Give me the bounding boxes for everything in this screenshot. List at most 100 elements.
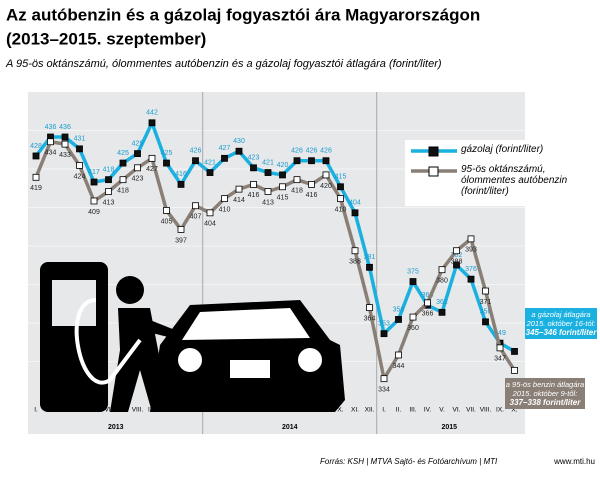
marker [308, 180, 315, 188]
value-label: 365 [422, 292, 434, 299]
car-window [182, 308, 310, 340]
value-label: 421 [262, 159, 274, 166]
annotation-text: 2015. október 9-től: [512, 389, 578, 398]
value-label: 413 [103, 199, 115, 206]
legend-swatch [411, 166, 457, 177]
value-label: 405 [161, 218, 173, 225]
legend-label: 95-ös oktánszámú, ólommentes autóbenzin … [461, 164, 568, 197]
value-label: 424 [74, 173, 86, 180]
value-label: 349 [494, 330, 506, 337]
x-tick-label: II. [396, 407, 402, 414]
marker [235, 185, 243, 193]
marker [511, 348, 518, 355]
value-label: 347 [494, 356, 506, 363]
marker [366, 304, 373, 312]
value-label: 359 [393, 306, 405, 313]
value-label: 423 [132, 176, 144, 183]
marker [119, 159, 127, 167]
marker [409, 313, 417, 321]
value-label: 436 [59, 124, 71, 131]
person-arm [148, 320, 175, 338]
value-label: 362 [436, 299, 448, 306]
annotation-text: a gázolaj átlagára [531, 310, 591, 319]
marker [105, 188, 112, 195]
marker [119, 176, 127, 184]
hose [74, 298, 142, 385]
marker [380, 375, 388, 383]
value-label: 382 [451, 252, 463, 259]
marker [308, 157, 315, 165]
value-label: 407 [190, 214, 202, 221]
series-line [34, 121, 516, 353]
value-label: 364 [364, 315, 376, 322]
marker [221, 154, 228, 162]
marker [366, 263, 373, 271]
marker [250, 164, 257, 172]
marker [90, 197, 98, 205]
value-label: 381 [364, 254, 376, 261]
x-tick-label: I. [34, 407, 38, 414]
annotation: a 95-ös benzin átlagára 2015. október 9-t… [505, 378, 585, 409]
marker [32, 173, 40, 181]
marker [148, 154, 156, 162]
x-tick-label: VIII. [480, 407, 492, 414]
marker [424, 299, 431, 307]
marker [438, 308, 446, 316]
x-tick-label: VII. [466, 407, 476, 414]
value-label: 418 [291, 188, 303, 195]
value-label: 380 [436, 278, 448, 285]
marker [279, 183, 286, 191]
chart-title: Az autóbenzin és a gázolaj fogyasztói ár… [6, 5, 480, 24]
marker [250, 180, 257, 188]
value-label: 360 [407, 325, 419, 332]
legend: gázolaj (forint/liter) 95-ös oktánszámú, … [405, 140, 590, 206]
marker [235, 147, 243, 155]
marker [32, 152, 40, 160]
marker [105, 176, 112, 184]
year-label: 2015 [441, 424, 457, 431]
illustration [40, 262, 345, 412]
marker [293, 176, 301, 184]
marker [496, 344, 504, 352]
value-label: 429 [132, 140, 144, 147]
value-label: 416 [248, 192, 260, 199]
marker [61, 140, 69, 148]
value-label: 431 [74, 136, 86, 143]
marker [148, 119, 156, 127]
subtitle: A 95-ös oktánszámú, ólommentes autóbenzi… [5, 58, 442, 70]
value-label: 418 [117, 188, 129, 195]
headlight [298, 348, 322, 372]
annotation-text: a 95-ös benzin átlagára [505, 380, 585, 389]
marker [337, 183, 344, 191]
value-label: 334 [378, 387, 390, 394]
marker [206, 209, 214, 217]
annotation-text: 2015. október 16-tól: [526, 319, 596, 328]
marker [61, 133, 69, 141]
value-label: 436 [45, 124, 57, 131]
value-label: 413 [262, 199, 274, 206]
value-label: 418 [103, 167, 115, 174]
value-label: 428 [30, 143, 42, 150]
marker [221, 195, 228, 203]
value-label: 442 [146, 110, 158, 117]
marker [279, 171, 286, 179]
value-label: 420 [320, 183, 332, 190]
x-tick-label: XI. [351, 407, 359, 414]
x-tick-label: X. [511, 407, 517, 414]
value-label: 416 [306, 192, 318, 199]
value-label: 419 [30, 185, 42, 192]
legend-label: gázolaj (forint/liter) [461, 144, 544, 155]
marker [293, 157, 301, 165]
legend-marker [428, 146, 439, 157]
marker [322, 157, 330, 165]
marker [467, 235, 475, 243]
value-label: 430 [233, 138, 245, 145]
value-label: 426 [190, 148, 202, 155]
value-label: 388 [349, 259, 361, 266]
marker [351, 209, 359, 217]
headlight [178, 348, 202, 372]
value-label: 416 [175, 171, 187, 178]
marker [467, 275, 475, 283]
legend-swatch [411, 146, 457, 157]
